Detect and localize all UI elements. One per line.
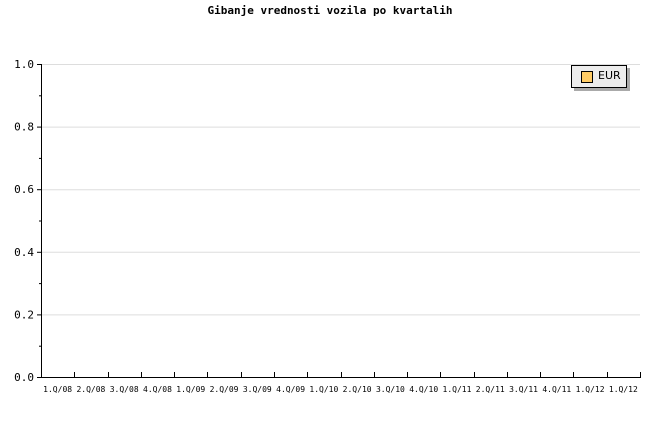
x-tick-label: 3.Q/11 [509,385,538,394]
y-tick-label: 0.0 [14,371,34,384]
x-tick-label: 2.Q/10 [343,385,372,394]
x-tick-label: 4.Q/09 [276,385,305,394]
x-tick-label: 1.Q/12 [609,385,638,394]
x-tick-label: 4.Q/10 [409,385,438,394]
chart-title: Gibanje vrednosti vozila po kvartalih [207,4,453,17]
y-tick-label: 0.2 [14,308,34,321]
x-tick-label: 3.Q/10 [376,385,405,394]
x-tick-label: 1.Q/09 [176,385,205,394]
x-tick-label: 4.Q/11 [542,385,571,394]
x-tick-label: 4.Q/08 [143,385,172,394]
legend-label-eur: EUR [598,69,621,82]
y-tick-label: 0.6 [14,183,34,196]
x-tick-label: 1.Q/11 [443,385,472,394]
x-tick-label: 1.Q/08 [43,385,72,394]
x-tick-label: 1.Q/10 [309,385,338,394]
x-tick-label: 1.Q/12 [576,385,605,394]
x-tick-label: 3.Q/08 [110,385,139,394]
legend-swatch-eur [581,71,593,83]
x-tick-label: 2.Q/09 [210,385,239,394]
x-tick-label: 2.Q/11 [476,385,505,394]
x-tick-label: 2.Q/08 [76,385,105,394]
legend: EUR [571,65,627,88]
x-tick-label: 3.Q/09 [243,385,272,394]
y-tick-label: 0.4 [14,246,34,259]
y-tick-label: 1.0 [14,58,34,71]
y-tick-label: 0.8 [14,121,34,134]
